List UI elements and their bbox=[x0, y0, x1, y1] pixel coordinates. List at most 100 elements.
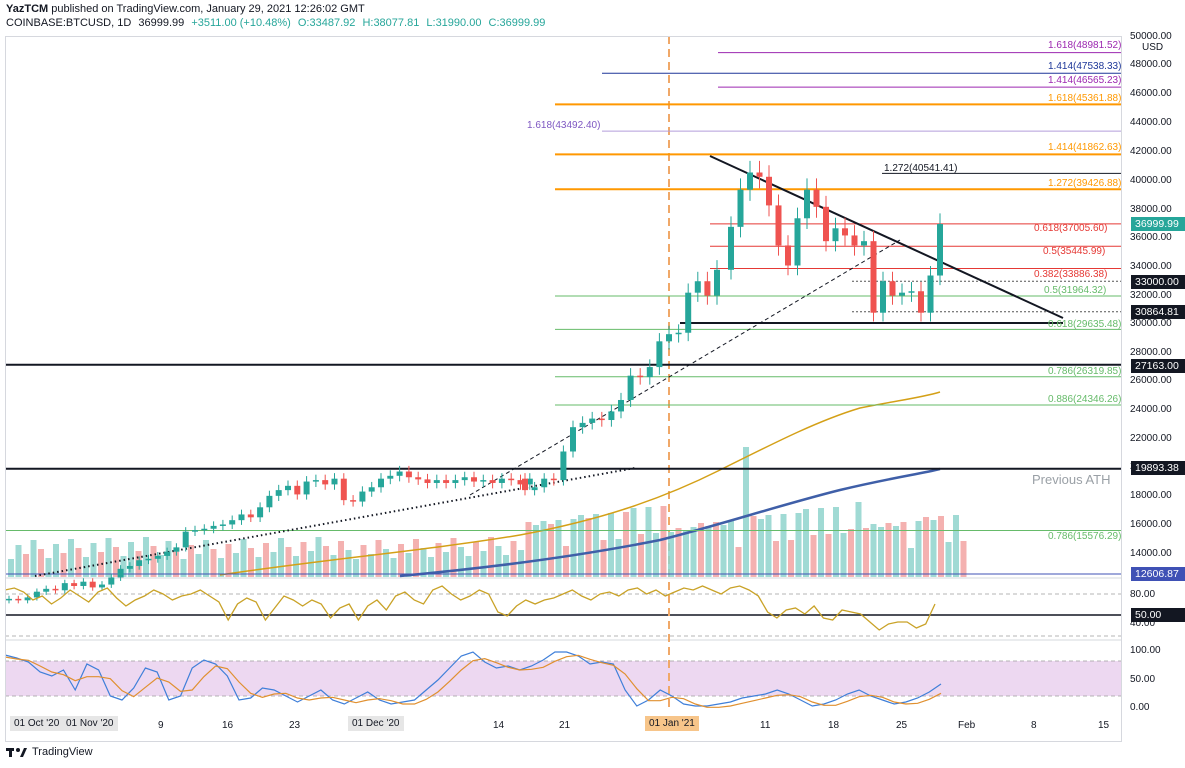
volume-bar bbox=[188, 545, 194, 577]
candle-body bbox=[52, 588, 59, 591]
volume-bar bbox=[345, 550, 352, 577]
candle-body bbox=[766, 176, 772, 206]
candle-body bbox=[522, 478, 528, 491]
candle-body bbox=[908, 291, 915, 293]
stoch-tick: 100.00 bbox=[1130, 645, 1161, 656]
candle-body bbox=[24, 597, 31, 601]
volume-bar bbox=[158, 555, 164, 577]
volume-bar bbox=[375, 540, 382, 577]
candle-body bbox=[219, 524, 226, 526]
volume-bar bbox=[525, 522, 532, 577]
price-tick: 34000.00 bbox=[1130, 261, 1172, 272]
volume-bar bbox=[585, 518, 592, 577]
price-tick: 46000.00 bbox=[1130, 88, 1172, 99]
price-tick: 36000.00 bbox=[1130, 232, 1172, 243]
candle-body bbox=[443, 480, 450, 483]
candle-body bbox=[675, 332, 682, 335]
volume-bar bbox=[495, 546, 502, 577]
candle-body bbox=[694, 281, 701, 293]
volume-bar bbox=[698, 523, 704, 577]
candle-body bbox=[618, 399, 624, 412]
author-name[interactable]: YazTCM bbox=[6, 3, 49, 15]
candle-body bbox=[247, 514, 254, 518]
candle-body bbox=[173, 547, 180, 552]
candle-body bbox=[33, 591, 40, 598]
price-box-27163: 27163.00 bbox=[1131, 359, 1185, 373]
volume-bar bbox=[180, 559, 187, 577]
volume-bar bbox=[630, 508, 637, 577]
candle-body bbox=[433, 480, 440, 483]
volume-bar bbox=[600, 540, 607, 577]
volume-bar bbox=[743, 447, 749, 577]
candle-body bbox=[405, 471, 412, 478]
volume-bar bbox=[683, 531, 689, 577]
candle-body bbox=[61, 583, 68, 591]
volume-bar bbox=[615, 539, 622, 577]
candle-body bbox=[550, 478, 557, 481]
symbol-label[interactable]: COINBASE:BTCUSD, 1D bbox=[6, 17, 132, 29]
candle-body bbox=[424, 479, 431, 483]
price-tick: 42000.00 bbox=[1130, 146, 1172, 157]
candle-body bbox=[210, 525, 217, 529]
rsi-line bbox=[4, 585, 936, 631]
volume-bar bbox=[503, 555, 509, 577]
candle-body bbox=[785, 245, 791, 266]
volume-bar bbox=[390, 558, 397, 577]
fib-label-45361: 1.618(45361.88) bbox=[1048, 93, 1122, 104]
volume-bar bbox=[383, 549, 389, 577]
candle-body bbox=[704, 281, 711, 296]
stoch-band bbox=[5, 661, 1122, 696]
volume-bar bbox=[83, 557, 89, 577]
volume-bar bbox=[293, 556, 299, 577]
price-tick: 26000.00 bbox=[1130, 375, 1172, 386]
candle-body bbox=[804, 189, 810, 219]
candle-body bbox=[918, 291, 924, 313]
volume-bar bbox=[173, 550, 179, 577]
candle-body bbox=[257, 507, 264, 518]
date-tick: 8 bbox=[1031, 720, 1037, 731]
price-tick: 28000.00 bbox=[1130, 347, 1172, 358]
volume-bar bbox=[690, 527, 697, 577]
volume-bar bbox=[248, 548, 254, 577]
volume-bar bbox=[75, 548, 82, 577]
candle-body bbox=[570, 427, 576, 452]
candle-body bbox=[666, 334, 672, 342]
fib-label-31964: 0.5(31964.32) bbox=[1044, 285, 1107, 296]
tradingview-logo-icon bbox=[6, 748, 27, 757]
stoch-tick: 50.00 bbox=[1130, 674, 1156, 685]
date-tick: 25 bbox=[896, 720, 908, 731]
price-tick: 22000.00 bbox=[1130, 433, 1172, 444]
candle-body bbox=[154, 555, 161, 559]
candle-body bbox=[452, 480, 459, 483]
volume-bar bbox=[465, 556, 472, 577]
price-box-last: 36999.99 bbox=[1131, 217, 1185, 231]
volume-bar bbox=[608, 513, 614, 577]
candle-body bbox=[285, 485, 291, 491]
volume-bar bbox=[953, 515, 959, 577]
dashed-trendline bbox=[469, 239, 901, 496]
volume-bar bbox=[893, 526, 899, 577]
candle-body bbox=[813, 189, 820, 207]
tradingview-footer[interactable]: TradingView bbox=[6, 746, 93, 758]
volume-bar bbox=[788, 540, 794, 577]
volume-bar bbox=[45, 558, 52, 577]
date-tick: 14 bbox=[493, 720, 505, 731]
candle-body bbox=[238, 514, 245, 521]
fib-label-46565: 1.414(46565.23) bbox=[1048, 75, 1122, 86]
volume-bar bbox=[330, 555, 337, 577]
volume-bar bbox=[255, 557, 262, 577]
candle-body bbox=[378, 478, 384, 488]
fib-label-39426: 1.272(39426.88) bbox=[1048, 178, 1122, 189]
volume-bar bbox=[105, 538, 112, 577]
candle-body bbox=[508, 478, 515, 481]
candle-body bbox=[471, 477, 477, 482]
volume-bar bbox=[660, 506, 667, 577]
volume-bar bbox=[68, 539, 74, 577]
volume-bar bbox=[593, 514, 599, 577]
volume-bar bbox=[555, 520, 562, 577]
volume-bar bbox=[203, 540, 209, 577]
date-tick: 11 bbox=[760, 720, 771, 731]
volume-bar bbox=[53, 544, 59, 577]
volume-bar bbox=[218, 558, 224, 577]
